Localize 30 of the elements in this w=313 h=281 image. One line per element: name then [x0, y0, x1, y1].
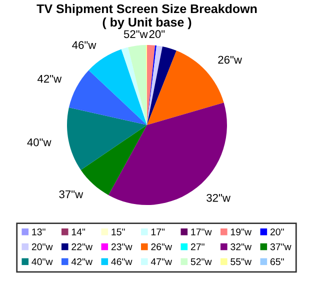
legend-label: 23"w	[111, 243, 132, 250]
slice-label: 37"w	[59, 190, 84, 198]
legend-label: 47"w	[150, 258, 172, 266]
legend-label: 55"w	[230, 258, 252, 266]
legend-label: 65"	[270, 258, 284, 266]
slice-label: 46"w	[72, 41, 96, 49]
legend-label: 26"w	[151, 243, 172, 250]
legend-label: 13"	[32, 228, 46, 236]
legend-label: 46"w	[111, 258, 132, 266]
slice-label: 32"w	[206, 194, 231, 202]
chart-title: TV Shipment Screen Size Breakdown ( by Unit base )	[36, 4, 257, 30]
slice-label: 26"w	[218, 56, 242, 64]
legend-label: 20"	[270, 228, 284, 236]
slice-label: 52"w	[124, 30, 148, 38]
legend-label: 42"w	[71, 258, 93, 266]
slice-label: 40"w	[27, 138, 52, 146]
legend-label: 37"w	[270, 243, 292, 250]
legend-label: 19"w	[230, 228, 252, 236]
legend-label: 52"w	[190, 258, 212, 266]
legend-label: 14"	[72, 228, 86, 236]
legend-label: 32"w	[230, 243, 252, 250]
slice-label: 42"w	[37, 74, 62, 83]
slice-label: 20"	[149, 30, 165, 38]
legend-label: 20"w	[32, 243, 53, 250]
legend-label: 40"w	[32, 258, 53, 266]
legend-label: 15"	[112, 228, 125, 236]
legend-label: 17"	[151, 228, 165, 236]
legend-label: 22"w	[72, 243, 93, 250]
legend-label: 27"	[190, 243, 204, 250]
legend-label: 17"w	[191, 228, 212, 236]
